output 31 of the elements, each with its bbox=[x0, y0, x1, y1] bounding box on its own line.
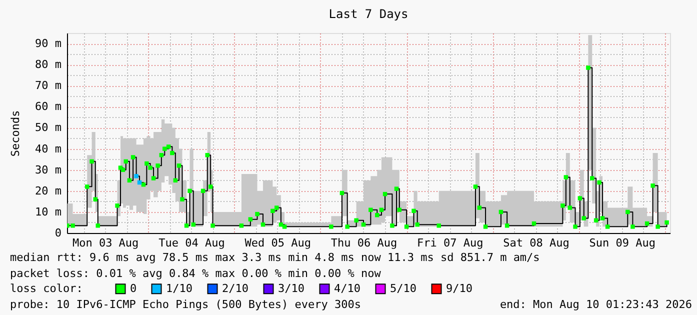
y-axis-title: Seconds bbox=[9, 110, 22, 157]
y-tick-label: 50 m bbox=[35, 121, 62, 134]
text: packet loss: 0.01 % avg 0.84 % max 0.00 % min 0.00 % now bbox=[10, 267, 382, 280]
legend-label: 4/10 bbox=[334, 282, 360, 295]
text: probe: 10 IPv6-ICMP Echo Pings (500 Bytes) every 300s bbox=[10, 298, 361, 311]
y-tick-label: 30 m bbox=[35, 163, 62, 176]
legend-label: 9/10 bbox=[446, 282, 472, 295]
x-tick-label: Wed 05 Aug bbox=[244, 236, 311, 250]
legend-label: 0 bbox=[130, 282, 137, 295]
legend-label: 2/10 bbox=[222, 282, 248, 295]
x-tick-label: Mon 03 Aug bbox=[72, 236, 139, 250]
y-tick-label: 70 m bbox=[35, 79, 62, 92]
text: end: Mon Aug 10 01:23:43 2026 bbox=[500, 298, 692, 311]
y-tick-label: 40 m bbox=[35, 142, 62, 156]
y-tick-label: 0 bbox=[54, 226, 62, 240]
y-tick-label: 10 m bbox=[35, 205, 62, 218]
y-tick-label: 60 m bbox=[35, 100, 62, 114]
x-tick-label: Thu 06 Aug bbox=[330, 236, 398, 250]
legend-label: 1/10 bbox=[166, 282, 192, 295]
y-tick-label: 80 m bbox=[35, 58, 62, 72]
legend-label: 5/10 bbox=[390, 282, 416, 295]
chart-title: Last 7 Days bbox=[328, 7, 408, 21]
y-tick-label: 90 m bbox=[35, 37, 62, 50]
text: median rtt: 9.6 ms avg 78.5 ms max 3.3 ms min 4.8 ms now 11.3 ms sd 851.7 m am/s bbox=[10, 251, 540, 264]
x-tick-label: Sun 09 Aug bbox=[589, 236, 656, 250]
legend-title: loss color: bbox=[10, 282, 83, 295]
x-tick-label: Sat 08 Aug bbox=[503, 236, 570, 250]
x-tick-label: Fri 07 Aug bbox=[417, 236, 484, 250]
x-tick-label: Tue 04 Aug bbox=[158, 236, 225, 250]
y-tick-label: 20 m bbox=[35, 184, 62, 198]
legend-label: 3/10 bbox=[278, 282, 304, 295]
